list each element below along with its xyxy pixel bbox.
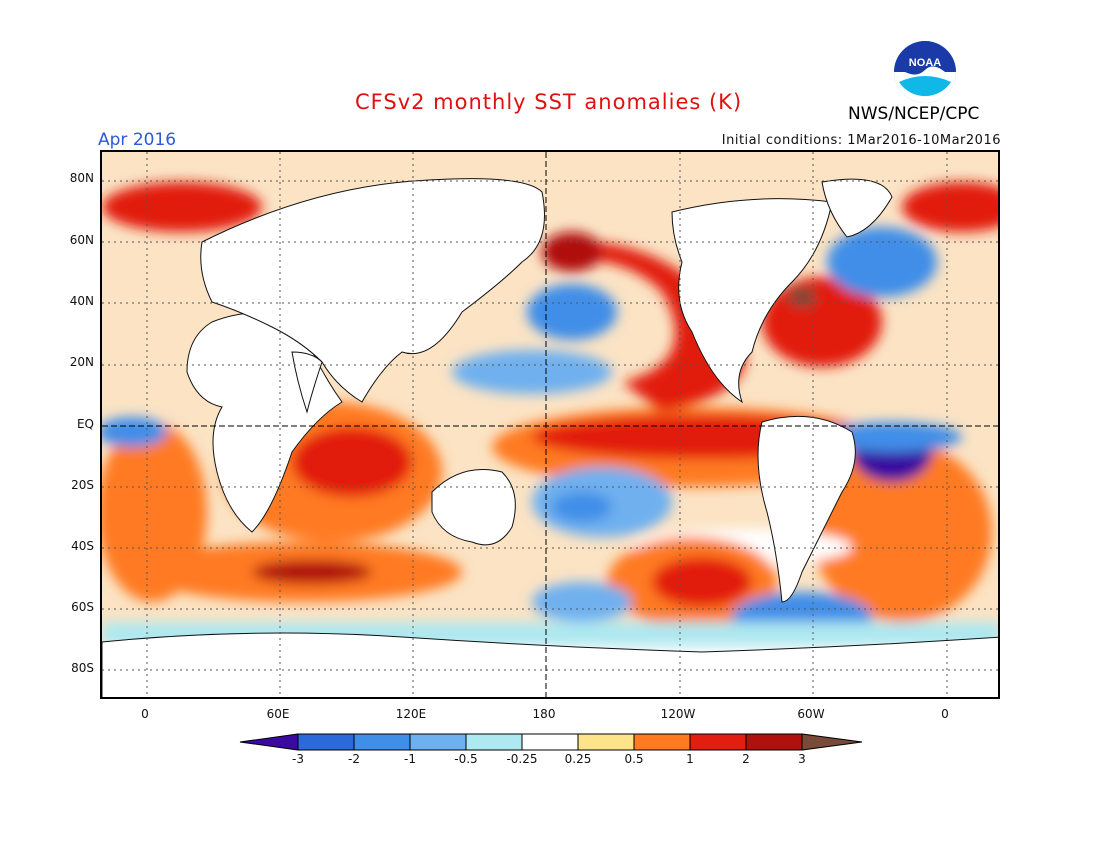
y-tick-80n: 80N [69, 171, 94, 185]
y-tick-60s: 60S [71, 600, 94, 614]
y-tick-80s: 80S [71, 661, 94, 675]
noaa-logo-text: NOAA [909, 57, 941, 69]
initial-conditions: Initial conditions: 1Mar2016-10Mar2016 [721, 133, 1001, 148]
colorbar-label: -1 [404, 752, 416, 766]
colorbar-swatch [297, 733, 355, 751]
colorbar-label: -0.25 [506, 752, 538, 766]
map-title: CFSv2 monthly SST anomalies (K) [355, 90, 743, 114]
y-tick-40n: 40N [69, 294, 94, 308]
colorbar-label: 3 [798, 752, 806, 766]
grid-lines [102, 152, 998, 697]
organization-label: NWS/NCEP/CPC [848, 104, 980, 124]
x-tick-120e: 120E [395, 707, 427, 721]
x-tick-120w: 120W [660, 707, 696, 721]
x-tick-0: 0 [141, 707, 149, 721]
colorbar-label: 0.25 [564, 752, 592, 766]
forecast-month: Apr 2016 [98, 130, 177, 150]
colorbar-swatch [521, 733, 579, 751]
land-masses [102, 178, 998, 697]
colorbar-label: -2 [348, 752, 360, 766]
y-tick-20n: 20N [69, 355, 94, 369]
noaa-logo: NOAA [893, 40, 957, 104]
reference-lines [102, 152, 998, 697]
colorbar-swatch [409, 733, 467, 751]
x-tick-60e: 60E [266, 707, 290, 721]
x-tick-60w: 60W [797, 707, 825, 721]
sst-anomaly-map [100, 150, 1000, 699]
y-tick-60n: 60N [69, 233, 94, 247]
x-tick-180: 180 [532, 707, 556, 721]
colorbar-label: -0.5 [454, 752, 478, 766]
colorbar-label: 0.5 [624, 752, 644, 766]
colorbar-label: 2 [742, 752, 750, 766]
colorbar-label: 1 [686, 752, 694, 766]
colorbar-over-triangle [801, 733, 862, 751]
colorbar-swatch [689, 733, 747, 751]
colorbar-swatch [633, 733, 691, 751]
y-tick-40s: 40S [71, 539, 94, 553]
y-tick-20s: 20S [71, 478, 94, 492]
colorbar-swatch [353, 733, 411, 751]
colorbar [239, 733, 862, 751]
colorbar-under-triangle [239, 733, 299, 751]
colorbar-label: -3 [292, 752, 304, 766]
colorbar-swatch [465, 733, 523, 751]
y-tick-eq: EQ [76, 417, 94, 431]
x-tick-0-right: 0 [941, 707, 949, 721]
colorbar-swatch [745, 733, 803, 751]
colorbar-swatch [577, 733, 635, 751]
